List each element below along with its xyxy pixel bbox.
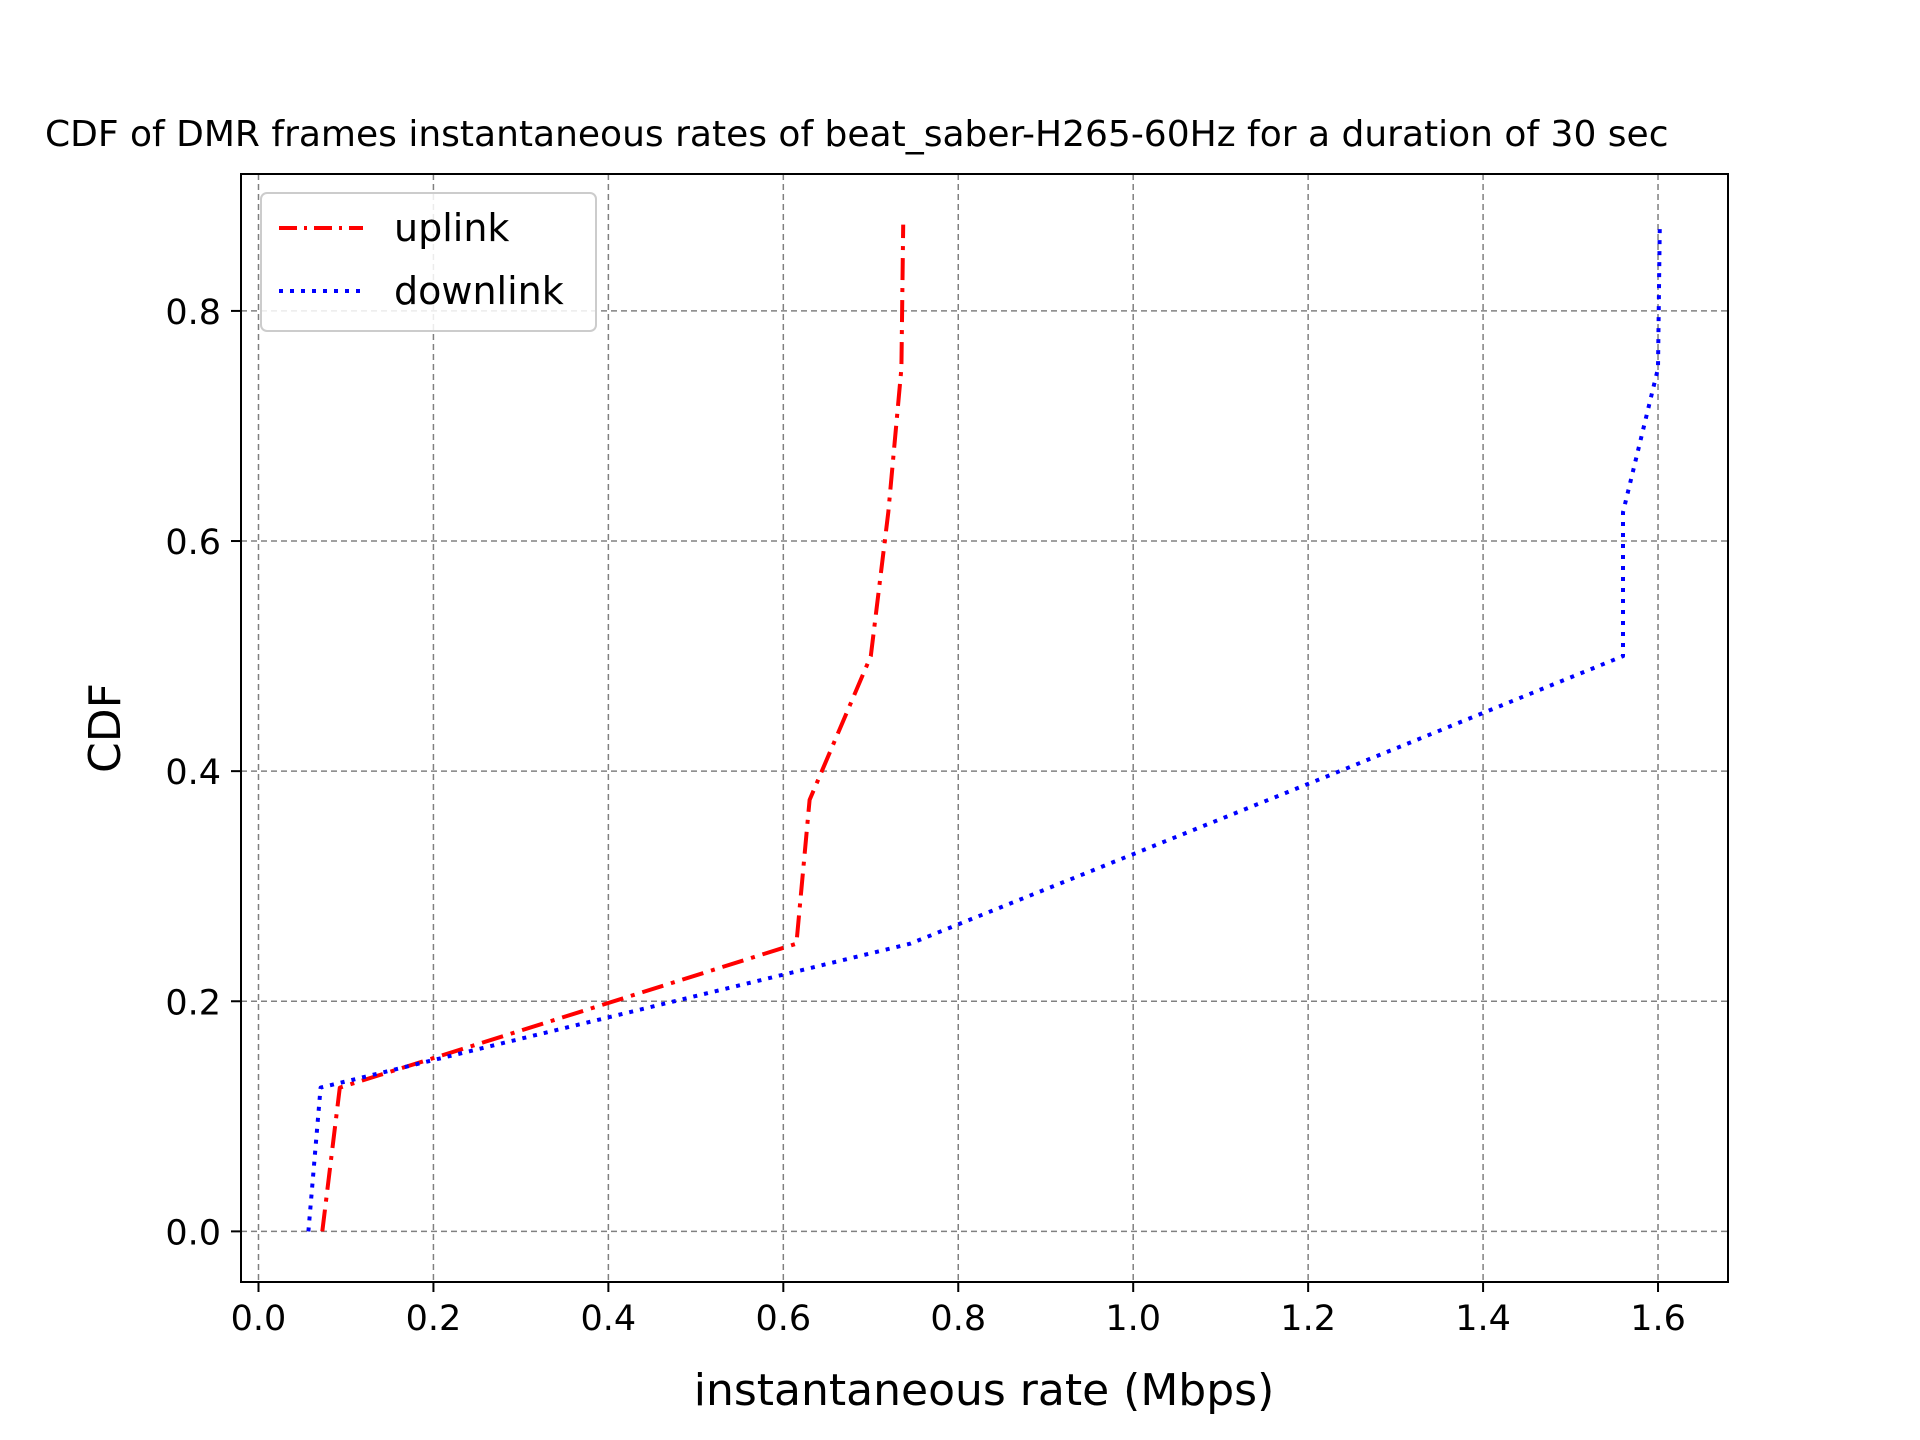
x-tick-label: 0.0 <box>231 1299 287 1339</box>
x-tick-label: 0.6 <box>755 1299 811 1339</box>
grid <box>241 174 1728 1282</box>
chart-title: CDF of DMR frames instantaneous rates of… <box>45 114 1669 155</box>
y-axis-label: CDF <box>80 683 131 773</box>
x-tick-label: 1.6 <box>1630 1299 1686 1339</box>
legend-label-downlink: downlink <box>394 269 564 313</box>
y-tick-label: 0.4 <box>165 753 221 793</box>
y-tick-label: 0.8 <box>165 293 221 333</box>
x-tick-label: 0.4 <box>581 1299 637 1339</box>
series-layer <box>306 224 1662 1232</box>
plot-frame <box>240 173 1729 1283</box>
y-tick-label: 0.6 <box>165 523 221 563</box>
x-tick-label: 1.4 <box>1455 1299 1511 1339</box>
series-line-downlink <box>306 224 1662 1232</box>
x-tick-label: 1.0 <box>1105 1299 1161 1339</box>
x-tick-label: 0.2 <box>406 1299 462 1339</box>
x-tick-label: 0.8 <box>930 1299 986 1339</box>
y-tick-label: 0.0 <box>165 1213 221 1253</box>
x-axis-label: instantaneous rate (Mbps) <box>694 1365 1274 1416</box>
legend-box <box>260 192 597 332</box>
legend: uplink downlink <box>260 192 597 332</box>
axis-ticks: 0.0 0.2 0.4 0.6 0.8 1.0 1.2 1.4 1.6 0.0 0.2 0.4 0.6 0… <box>165 293 1686 1339</box>
legend-label-uplink: uplink <box>394 206 509 250</box>
x-tick-label: 1.2 <box>1280 1299 1336 1339</box>
y-tick-label: 0.2 <box>165 983 221 1023</box>
